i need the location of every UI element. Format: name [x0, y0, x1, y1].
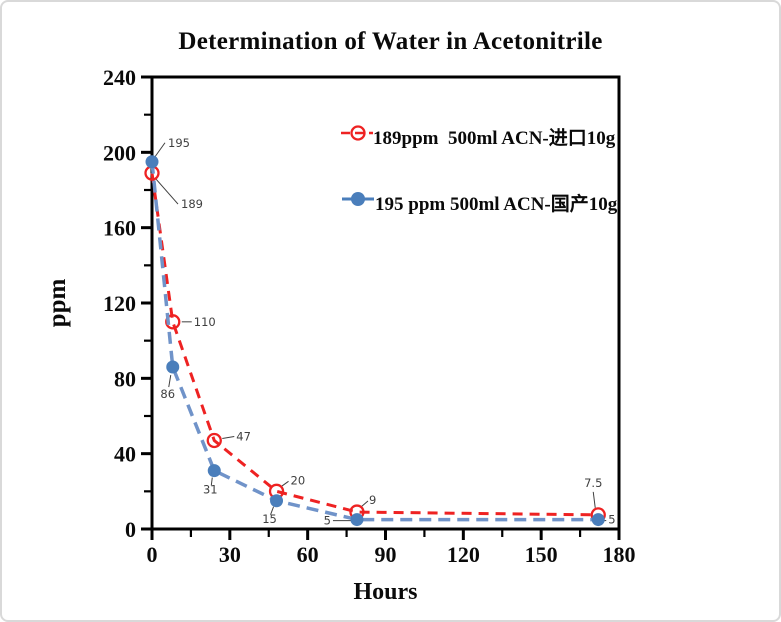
point-label-leader: [222, 435, 235, 439]
data-point-filled-circle: [166, 360, 180, 374]
legend-filled-circle-domestic: [351, 192, 365, 206]
point-label-leader: [154, 142, 166, 158]
legend-entry-domestic-label: 195 ppm 500ml ACN-国产10g: [375, 194, 618, 215]
data-point-label: 20: [291, 473, 306, 487]
data-point-filled-circle: [145, 155, 159, 169]
data-point-filled-circle: [270, 494, 284, 508]
y-axis-tick-label: 40: [114, 442, 136, 467]
y-axis-tick-label: 0: [125, 517, 136, 542]
series-line-0: [150, 172, 599, 517]
data-point-label: 9: [369, 493, 376, 507]
series-line-1: [150, 161, 599, 522]
y-axis-tick-label: 80: [114, 366, 136, 391]
x-axis-tick-label: 180: [603, 542, 636, 567]
x-axis-tick-label: 120: [447, 542, 480, 567]
data-point-filled-circle: [350, 513, 364, 527]
point-label-leader: [360, 500, 369, 508]
data-point-open-circle: [165, 314, 181, 330]
y-axis-tick-label: 200: [103, 140, 136, 165]
x-axis-tick-label: 90: [375, 542, 397, 567]
legend-open-circle-imported: [350, 125, 366, 141]
data-point-label: 189: [181, 197, 203, 211]
legend-entry-imported-label: 189ppm 500ml ACN-进口10g: [373, 128, 616, 149]
data-point-label: 195: [168, 136, 190, 150]
data-point-label: 47: [236, 429, 251, 443]
y-axis-tick-label: 120: [103, 291, 136, 316]
data-point-label: 86: [160, 387, 175, 401]
point-label-leader: [168, 374, 172, 388]
data-point-label: 110: [194, 315, 216, 329]
chart-title: Determination of Water in Acetonitrile: [178, 28, 603, 55]
data-point-label: 5: [608, 513, 615, 527]
data-point-label: 5: [324, 514, 331, 528]
point-label-leader: [210, 477, 213, 486]
data-point-label: 7.5: [584, 476, 602, 490]
x-axis-title: Hours: [353, 579, 418, 605]
data-point-label: 31: [203, 483, 218, 497]
point-label-leader: [592, 491, 596, 508]
point-label-leader: [270, 506, 275, 515]
data-point-label: 15: [262, 512, 277, 526]
x-axis-tick-label: 30: [219, 542, 241, 567]
y-axis-tick-label: 160: [103, 216, 136, 241]
x-axis-tick-label: 150: [525, 542, 558, 567]
plot-frame: [150, 75, 621, 531]
point-label-leader: [155, 178, 179, 205]
data-point-filled-circle: [207, 464, 221, 478]
point-label-leader: [281, 480, 289, 487]
y-axis-title: ppm: [44, 278, 71, 328]
data-point-open-circle: [206, 432, 222, 449]
data-point-filled-circle: [591, 513, 605, 527]
x-axis-tick-label: 0: [147, 542, 158, 567]
y-axis-tick-label: 240: [103, 65, 136, 90]
x-axis-tick-label: 60: [297, 542, 319, 567]
